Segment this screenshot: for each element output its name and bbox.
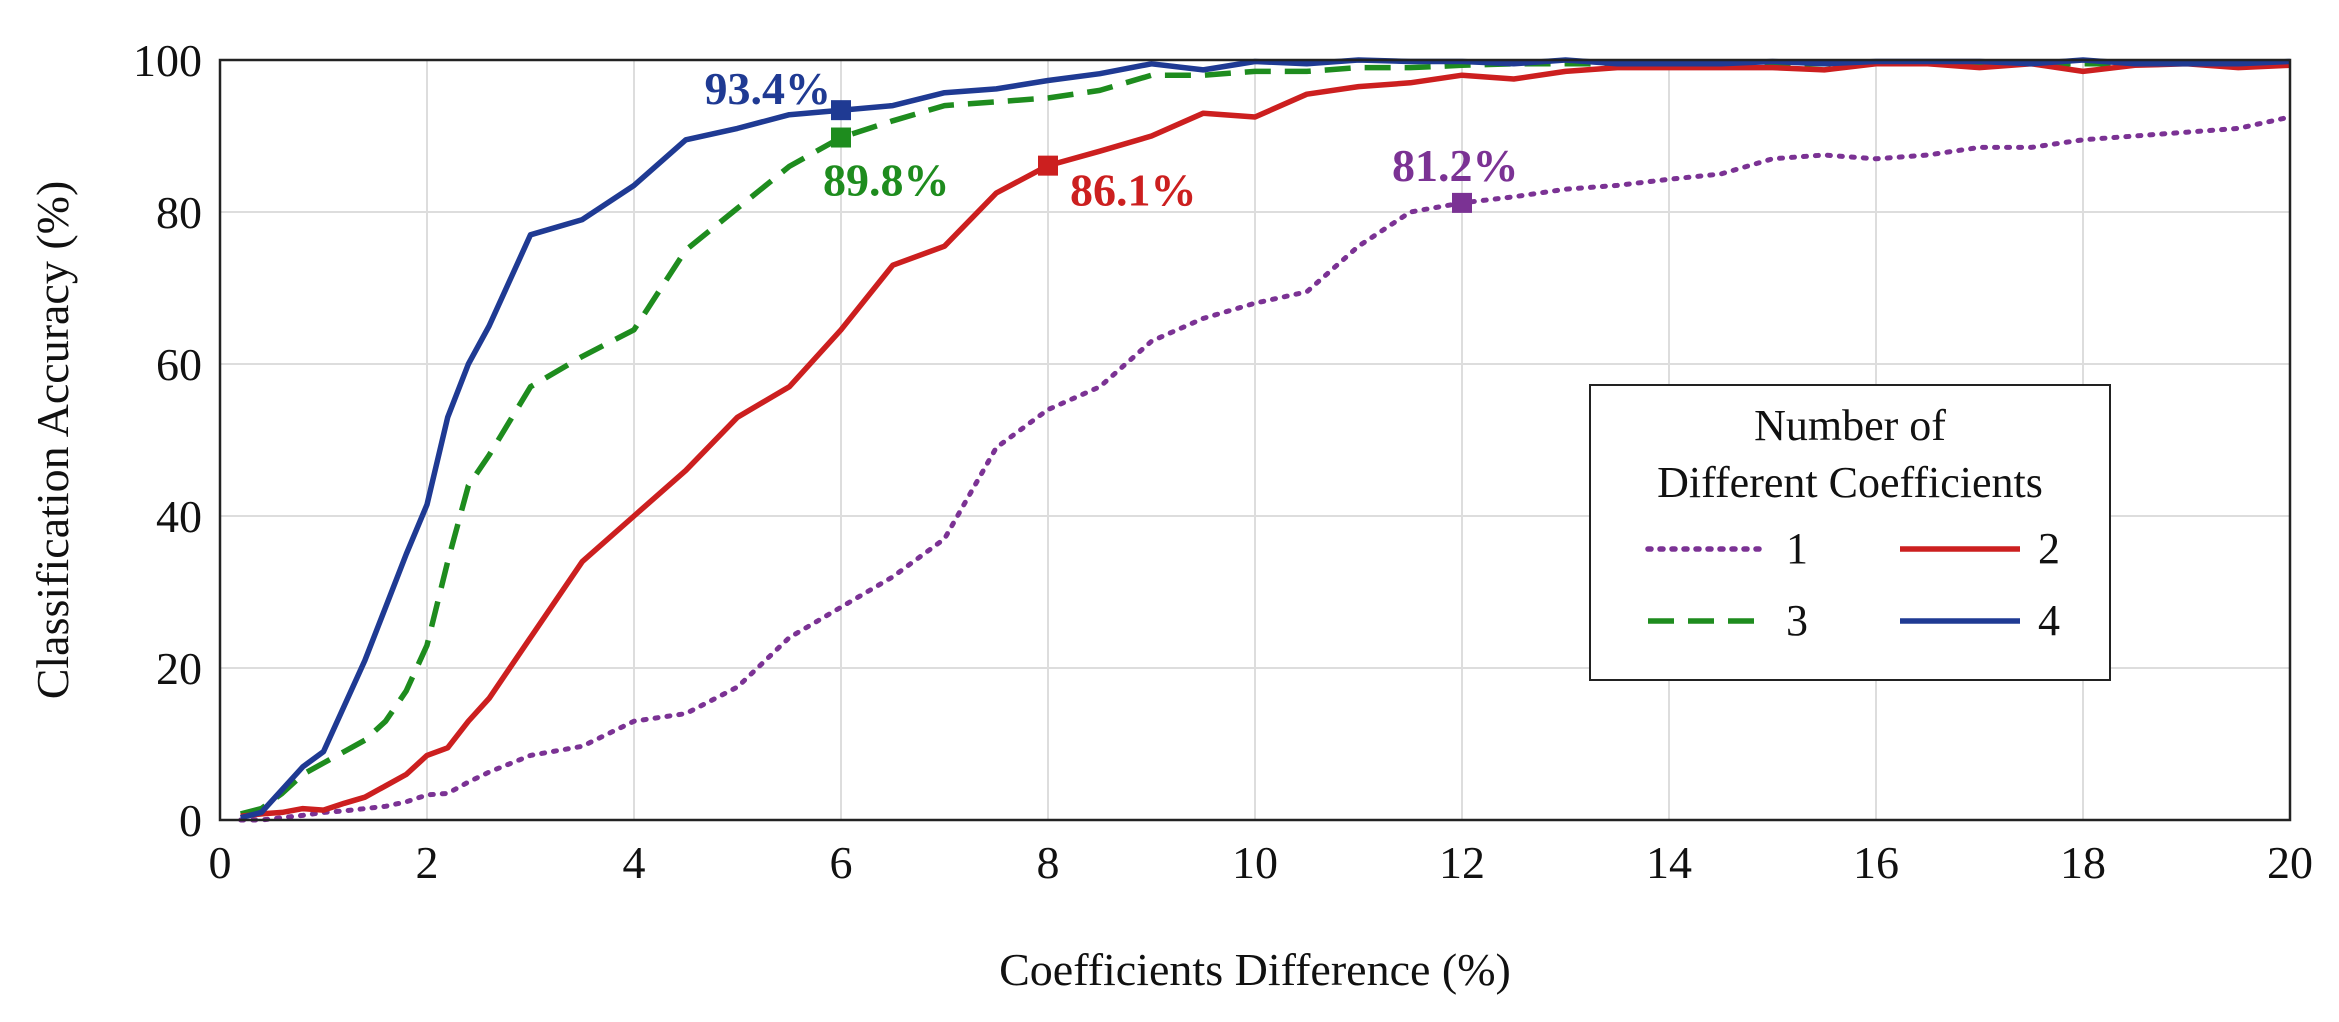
series-layer bbox=[238, 57, 2293, 823]
y-tick-label: 20 bbox=[156, 643, 202, 694]
legend-label-3: 3 bbox=[1786, 596, 1808, 645]
series-line-4 bbox=[240, 57, 2291, 821]
y-tick-label: 0 bbox=[179, 795, 202, 846]
x-tick-label: 12 bbox=[1439, 837, 1485, 888]
legend-title-line-2: Different Coefficients bbox=[1657, 458, 2043, 507]
annotation-series-4: 93.4% bbox=[705, 63, 832, 114]
x-tick-label: 4 bbox=[623, 837, 646, 888]
legend-box bbox=[1589, 384, 2111, 681]
y-tick-label: 100 bbox=[133, 35, 202, 86]
y-tick-label: 80 bbox=[156, 187, 202, 238]
y-tick-label: 60 bbox=[156, 339, 202, 390]
y-tick-label: 40 bbox=[156, 491, 202, 542]
x-tick-label: 2 bbox=[416, 837, 439, 888]
legend-label-4: 4 bbox=[2038, 596, 2060, 645]
annotation-series-1: 81.2% bbox=[1392, 140, 1519, 191]
plot-frame bbox=[218, 58, 2292, 822]
marker-series-3 bbox=[831, 127, 851, 148]
x-tick-label: 16 bbox=[1853, 837, 1899, 888]
x-tick-labels: 0 2 4 6 8 10 12 14 16 18 20 bbox=[209, 837, 2314, 888]
x-tick-label: 0 bbox=[209, 837, 232, 888]
legend: Number of Different Coefficients 1 2 3 4 bbox=[1589, 384, 2111, 681]
legend-entries: 1 2 3 4 bbox=[1645, 524, 2060, 645]
x-tick-label: 18 bbox=[2060, 837, 2106, 888]
x-tick-label: 10 bbox=[1232, 837, 1278, 888]
x-tick-label: 14 bbox=[1646, 837, 1692, 888]
y-axis-label: Classification Accuracy (%) bbox=[27, 181, 78, 700]
legend-title-line-1: Number of bbox=[1754, 401, 1946, 450]
legend-label-1: 1 bbox=[1786, 524, 1808, 573]
x-tick-label: 6 bbox=[830, 837, 853, 888]
annotation-series-2: 86.1% bbox=[1070, 165, 1197, 216]
marker-series-4 bbox=[831, 100, 851, 121]
y-tick-labels: 0 20 40 60 80 100 bbox=[133, 35, 202, 846]
legend-label-2: 2 bbox=[2038, 524, 2060, 573]
x-axis-label: Coefficients Difference (%) bbox=[999, 944, 1511, 995]
series-line-1 bbox=[238, 114, 2293, 823]
markers-layer: 81.2% 89.8% 86.1% 93.4% bbox=[705, 63, 1519, 215]
marker-series-1 bbox=[1452, 192, 1472, 213]
annotation-series-3: 89.8% bbox=[823, 155, 950, 206]
x-tick-label: 20 bbox=[2267, 837, 2313, 888]
marker-series-2 bbox=[1038, 155, 1058, 176]
x-tick-label: 8 bbox=[1037, 837, 1060, 888]
